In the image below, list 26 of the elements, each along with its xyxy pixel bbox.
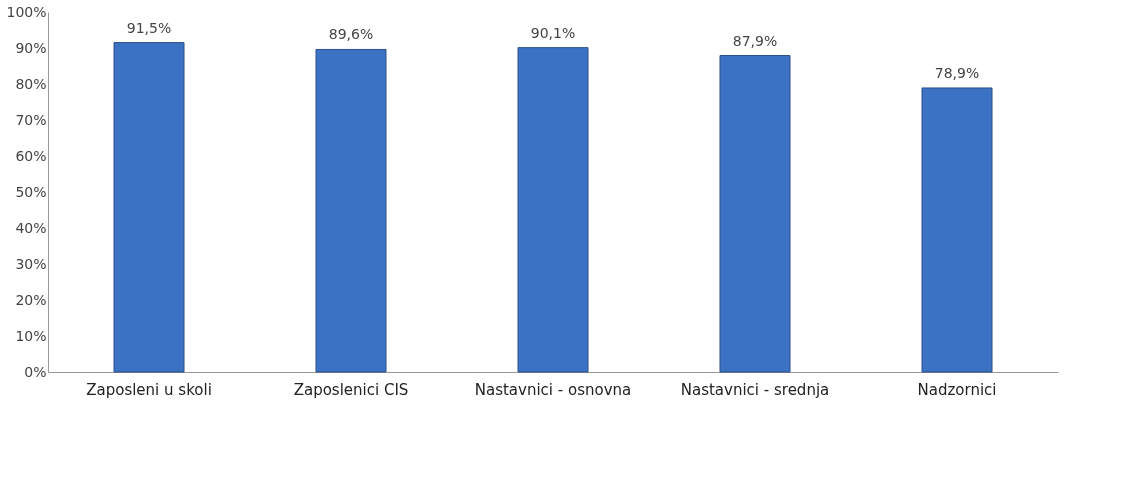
bar: [113, 42, 185, 373]
y-tick-label: 80%: [15, 75, 47, 92]
bar: [517, 47, 589, 373]
x-tick-label: Nastavnici - osnovna: [474, 380, 632, 399]
y-tick-label: 70%: [15, 111, 47, 128]
bar: [921, 87, 993, 373]
data-label: 91,5%: [126, 19, 172, 36]
x-tick-label: Nadzornici: [917, 380, 997, 399]
x-tick-label: Zaposlenici CIS: [293, 380, 409, 399]
y-tick-label: 100%: [6, 3, 47, 20]
y-tick-label: 90%: [15, 39, 47, 56]
y-tick-label: 40%: [15, 219, 47, 236]
x-tick-label: Nastavnici - srednja: [680, 380, 830, 399]
data-label: 87,9%: [732, 32, 778, 49]
bar: [719, 55, 791, 373]
y-tick-label: 60%: [15, 147, 47, 164]
y-tick-label: 10%: [15, 327, 47, 344]
y-tick-label: 30%: [15, 255, 47, 272]
data-label: 78,9%: [934, 64, 980, 81]
data-label: 90,1%: [530, 24, 576, 41]
data-label: 89,6%: [328, 26, 374, 43]
y-tick-label: 0%: [24, 363, 47, 380]
y-tick-label: 20%: [15, 291, 47, 308]
y-tick-label: 50%: [15, 183, 47, 200]
x-tick-label: Zaposleni u skoli: [86, 380, 212, 399]
bar: [315, 48, 387, 373]
